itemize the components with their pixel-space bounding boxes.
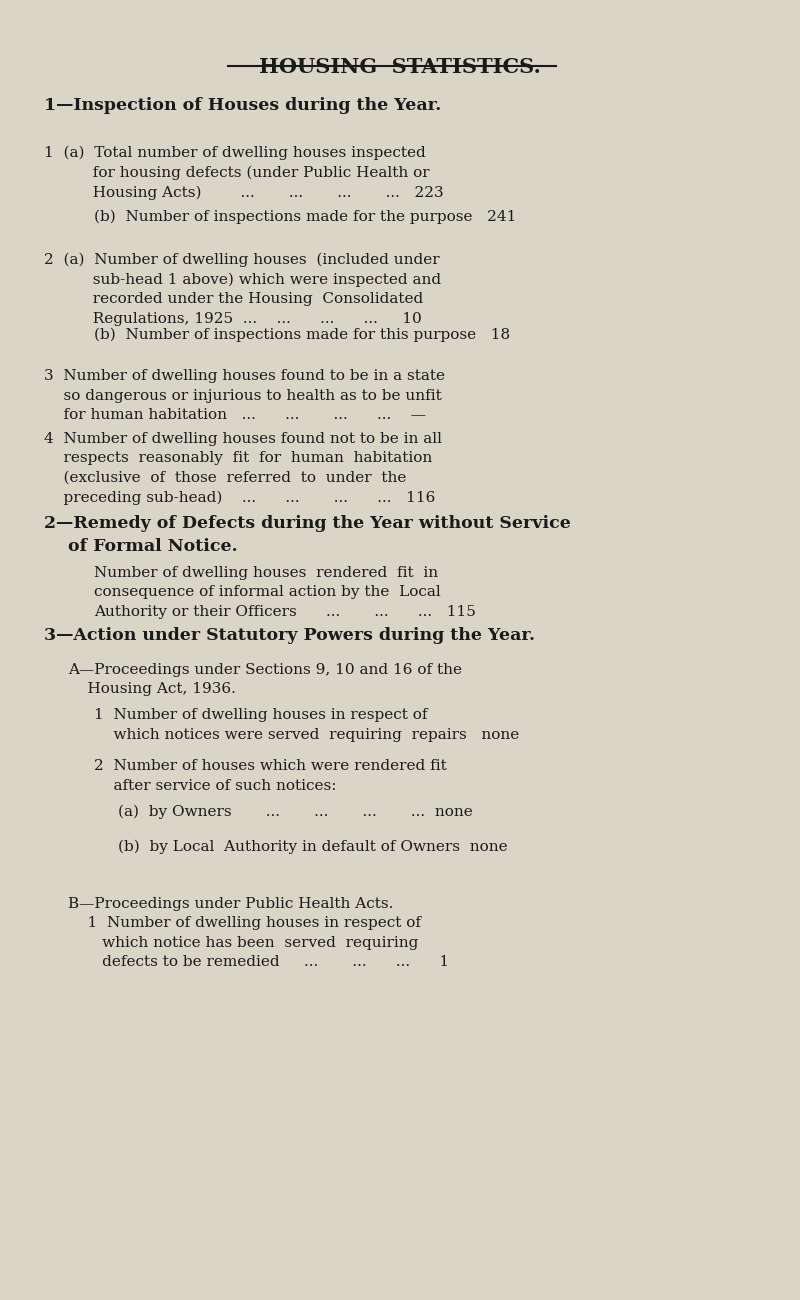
Text: 1  (a)  Total number of dwelling houses inspected
          for housing defects : 1 (a) Total number of dwelling houses in… [44, 146, 444, 200]
Text: (b)  Number of inspections made for the purpose   241: (b) Number of inspections made for the p… [94, 209, 517, 224]
Text: 3  Number of dwelling houses found to be in a state
    so dangerous or injuriou: 3 Number of dwelling houses found to be … [44, 369, 445, 423]
Text: 4  Number of dwelling houses found not to be in all
    respects  reasonably  fi: 4 Number of dwelling houses found not to… [44, 432, 442, 504]
Text: 2—Remedy of Defects during the Year without Service
    of Formal Notice.: 2—Remedy of Defects during the Year with… [44, 515, 571, 555]
Text: 1  Number of dwelling houses in respect of
    which notices were served  requir: 1 Number of dwelling houses in respect o… [94, 708, 520, 742]
Text: 1—Inspection of Houses during the Year.: 1—Inspection of Houses during the Year. [44, 98, 442, 114]
Text: A—Proceedings under Sections 9, 10 and 16 of the
    Housing Act, 1936.: A—Proceedings under Sections 9, 10 and 1… [68, 663, 462, 697]
Text: HOUSING  STATISTICS.: HOUSING STATISTICS. [259, 56, 541, 77]
Text: Number of dwelling houses  rendered  fit  in
consequence of informal action by t: Number of dwelling houses rendered fit i… [94, 566, 476, 619]
Text: B—Proceedings under Public Health Acts.
    1  Number of dwelling houses in resp: B—Proceedings under Public Health Acts. … [68, 897, 449, 970]
Text: (b)  Number of inspections made for this purpose   18: (b) Number of inspections made for this … [94, 328, 510, 342]
Text: 3—Action under Statutory Powers during the Year.: 3—Action under Statutory Powers during t… [44, 627, 535, 644]
Text: (b)  by Local  Authority in default of Owners  none: (b) by Local Authority in default of Own… [118, 840, 508, 854]
Text: 2  (a)  Number of dwelling houses  (included under
          sub-head 1 above) w: 2 (a) Number of dwelling houses (include… [44, 252, 441, 326]
Text: 2  Number of houses which were rendered fit
    after service of such notices:: 2 Number of houses which were rendered f… [94, 759, 447, 793]
Text: (a)  by Owners       ...       ...       ...       ...  none: (a) by Owners ... ... ... ... none [118, 805, 473, 819]
